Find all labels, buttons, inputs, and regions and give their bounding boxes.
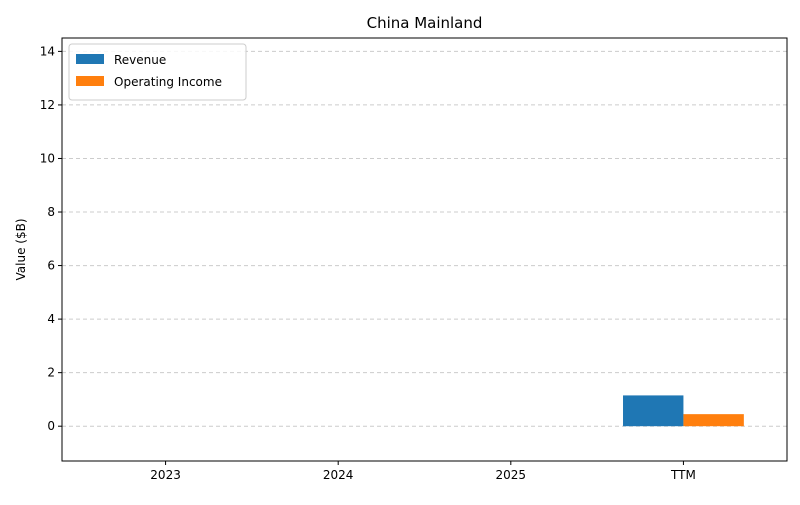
y-tick-label: 0 — [47, 419, 55, 433]
legend-box — [68, 43, 247, 101]
x-tick-label: 2023 — [150, 468, 181, 482]
legend-swatch — [76, 54, 104, 64]
bar-revenue — [623, 395, 684, 427]
x-tick-label: TTM — [670, 468, 696, 482]
x-tick-label: 2024 — [323, 468, 354, 482]
y-gridlines — [62, 50, 787, 427]
y-tick-label: 10 — [40, 151, 55, 165]
y-tick-label: 14 — [40, 44, 55, 58]
y-axis-ticks: 0 2 4 6 8 10 12 14 — [40, 44, 62, 433]
bars — [623, 395, 744, 427]
y-tick-label: 12 — [40, 98, 55, 112]
y-tick-label: 8 — [47, 205, 55, 219]
plot-frame — [61, 37, 788, 462]
x-axis-ticks: 2023 2024 2025 TTM — [150, 461, 696, 482]
legend-label: Revenue — [114, 53, 166, 67]
bar-operating-income — [683, 414, 744, 427]
legend: Revenue Operating Income — [68, 43, 247, 101]
chart-title: China Mainland — [367, 14, 483, 32]
y-axis-label: Value ($B) — [14, 219, 28, 281]
legend-label: Operating Income — [114, 75, 222, 89]
y-tick-label: 4 — [47, 312, 55, 326]
y-tick-label: 2 — [47, 366, 55, 380]
legend-swatch — [76, 76, 104, 86]
y-tick-label: 6 — [47, 259, 55, 273]
x-tick-label: 2025 — [496, 468, 527, 482]
